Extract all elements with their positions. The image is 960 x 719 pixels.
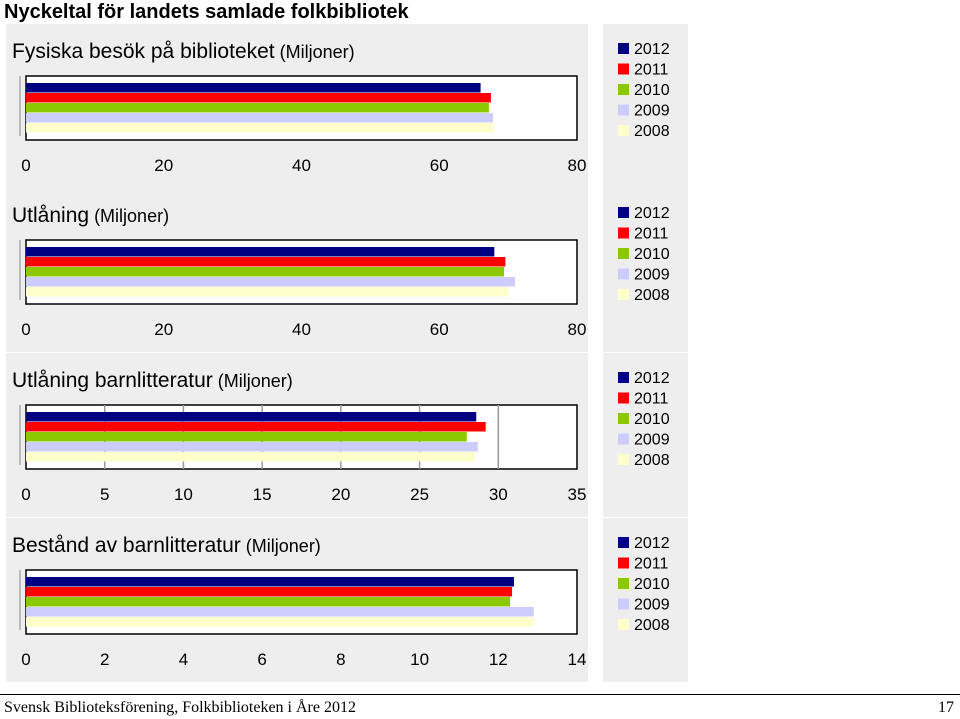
bar-1-2012 <box>26 83 481 93</box>
legend-swatch-2-2009 <box>618 268 629 280</box>
tick-label-3-3: 15 <box>253 485 272 504</box>
tick-label-2-0: 0 <box>21 320 30 339</box>
bar-4-2008 <box>26 617 534 627</box>
legend-label-4-2009: 2009 <box>634 597 670 614</box>
page-number: 17 <box>938 699 954 716</box>
bar-4-2010 <box>26 597 511 607</box>
tick-label-4-2: 4 <box>179 650 188 669</box>
legend-swatch-2-2011 <box>618 227 629 239</box>
legend-label-3-2011: 2011 <box>634 391 669 408</box>
legend-swatch-3-2009 <box>618 433 629 445</box>
chart-title-4: Bestånd av barnlitteratur (Miljoner) <box>12 534 321 557</box>
footer-divider <box>0 694 960 695</box>
legend-swatch-1-2011 <box>618 63 629 75</box>
tick-label-3-7: 35 <box>568 485 587 504</box>
bar-1-2011 <box>26 93 491 103</box>
bar-3-2009 <box>26 442 478 452</box>
chart-title-2: Utlåning (Miljoner) <box>12 204 169 227</box>
bar-3-2010 <box>26 432 467 442</box>
legend-label-4-2012: 2012 <box>634 535 670 552</box>
bar-4-2011 <box>26 587 513 597</box>
bar-2-2008 <box>26 287 509 297</box>
legend-label-3-2009: 2009 <box>634 432 670 449</box>
legend-swatch-1-2010 <box>618 84 629 95</box>
tick-label-3-5: 25 <box>410 485 429 504</box>
legend-label-1-2011: 2011 <box>634 62 669 79</box>
tick-label-2-3: 60 <box>430 320 449 339</box>
tick-label-3-1: 5 <box>100 485 109 504</box>
tick-label-4-1: 2 <box>100 650 109 669</box>
legend-swatch-4-2009 <box>618 598 629 610</box>
bar-2-2010 <box>26 267 504 277</box>
tick-label-1-4: 80 <box>568 156 587 175</box>
chart-title-3: Utlåning barnlitteratur (Miljoner) <box>12 369 293 392</box>
legend-swatch-1-2009 <box>618 104 629 116</box>
tick-label-3-2: 10 <box>174 485 193 504</box>
tick-label-3-4: 20 <box>331 485 350 504</box>
legend-label-4-2008: 2008 <box>634 617 670 634</box>
chart-title-1: Fysiska besök på biblioteket (Miljoner) <box>12 40 355 63</box>
tick-label-2-1: 20 <box>154 320 173 339</box>
tick-label-4-0: 0 <box>21 650 30 669</box>
bar-3-2011 <box>26 422 486 432</box>
tick-label-1-2: 40 <box>292 156 311 175</box>
tick-label-4-3: 6 <box>257 650 266 669</box>
legend-panel-2 <box>603 188 688 352</box>
bar-3-2012 <box>26 412 477 422</box>
legend-swatch-4-2010 <box>618 578 629 589</box>
legend-swatch-2-2008 <box>618 289 629 300</box>
tick-label-3-6: 30 <box>489 485 508 504</box>
legend-label-3-2012: 2012 <box>634 370 670 387</box>
bar-1-2008 <box>26 123 494 133</box>
bar-3-2008 <box>26 452 475 462</box>
tick-label-2-4: 80 <box>568 320 587 339</box>
legend-label-2-2008: 2008 <box>634 287 670 304</box>
legend-label-1-2012: 2012 <box>634 41 670 58</box>
legend-swatch-1-2012 <box>618 43 629 54</box>
legend-swatch-1-2008 <box>618 125 629 136</box>
page-title: Nyckeltal för landets samlade folkbiblio… <box>4 1 409 23</box>
bar-1-2009 <box>26 113 493 123</box>
legend-label-1-2008: 2008 <box>634 123 670 140</box>
legend-label-2-2009: 2009 <box>634 267 670 284</box>
bar-2-2009 <box>26 277 516 287</box>
legend-swatch-4-2012 <box>618 537 629 548</box>
tick-label-1-3: 60 <box>430 156 449 175</box>
legend-label-1-2010: 2010 <box>634 82 670 99</box>
footer-text: Svensk Biblioteksförening, Folkbibliotek… <box>4 699 356 716</box>
legend-label-3-2008: 2008 <box>634 452 670 469</box>
legend-swatch-3-2011 <box>618 392 629 404</box>
legend-swatch-2-2012 <box>618 207 629 218</box>
legend-label-2-2010: 2010 <box>634 246 670 263</box>
tick-label-4-6: 12 <box>489 650 508 669</box>
legend-label-4-2011: 2011 <box>634 556 669 573</box>
tick-label-2-2: 40 <box>292 320 311 339</box>
legend-panel-1 <box>603 24 688 188</box>
legend-panel-3 <box>603 353 688 517</box>
legend-label-4-2010: 2010 <box>634 576 670 593</box>
bar-4-2009 <box>26 607 534 617</box>
legend-swatch-2-2010 <box>618 248 629 259</box>
legend-swatch-3-2010 <box>618 413 629 424</box>
tick-label-4-7: 14 <box>568 650 587 669</box>
bar-2-2012 <box>26 247 495 257</box>
legend-label-3-2010: 2010 <box>634 411 670 428</box>
legend-label-1-2009: 2009 <box>634 103 670 120</box>
legend-swatch-4-2011 <box>618 557 629 569</box>
legend-swatch-3-2012 <box>618 372 629 383</box>
tick-label-4-5: 10 <box>410 650 429 669</box>
legend-swatch-3-2008 <box>618 454 629 465</box>
legend-label-2-2012: 2012 <box>634 205 670 222</box>
tick-label-1-1: 20 <box>154 156 173 175</box>
legend-panel-4 <box>603 518 688 682</box>
bar-2-2011 <box>26 257 506 267</box>
bar-1-2010 <box>26 103 489 113</box>
tick-label-1-0: 0 <box>21 156 30 175</box>
legend-label-2-2011: 2011 <box>634 226 669 243</box>
tick-label-3-0: 0 <box>21 485 30 504</box>
bar-4-2012 <box>26 577 515 587</box>
tick-label-4-4: 8 <box>336 650 345 669</box>
legend-swatch-4-2008 <box>618 619 629 630</box>
charts-canvas: Fysiska besök på biblioteket (Miljoner) 0… <box>6 24 688 682</box>
